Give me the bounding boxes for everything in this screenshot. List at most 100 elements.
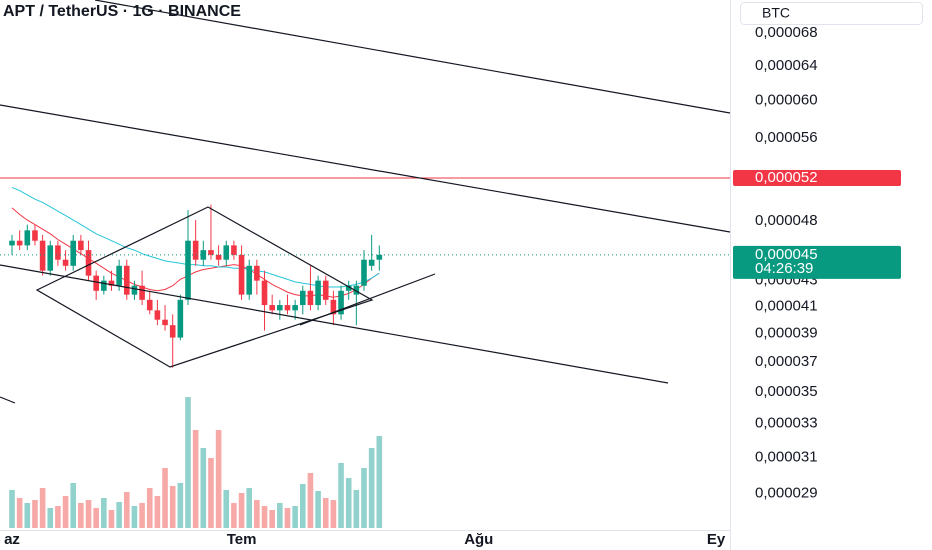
volume-bar [24,503,31,528]
volume-bar [277,503,283,528]
volume-bar [55,506,61,528]
alert-label-box [733,170,901,187]
candle-body [284,305,291,311]
candle-body [146,299,153,311]
candle-body [169,325,176,338]
volume-bar [299,484,306,528]
y-tick-label: 0,000035 [755,383,818,400]
volume-bar [353,490,360,528]
candle-body [353,285,360,295]
plot-area [0,177,730,528]
volume-bar [246,488,253,528]
volume-bar [85,500,92,528]
candle-body [200,250,207,260]
y-tick-label: 0,000039 [755,324,818,341]
volume-bar [315,491,321,528]
volume-bar [62,496,69,528]
candle-body [78,240,84,251]
y-tick-label: 0,000060 [755,92,818,109]
candle-body [139,285,145,300]
candle-body [108,280,115,286]
volume-bar [139,503,145,528]
alert-label: 0,000052 [755,169,818,186]
chart-title: APT / TetherUS · 1G · BINANCE [3,3,241,20]
candle-body [185,240,191,300]
candle-body [208,250,214,255]
volume-bar [116,502,122,528]
currency-label[interactable]: BTC [762,5,790,21]
volume-bar [39,488,46,528]
candle-body [9,240,15,246]
volume-bar [238,493,245,528]
volume-bar [330,500,337,528]
volume-bar [101,498,107,528]
candle-body [254,265,260,281]
candle-body [238,254,245,295]
candle-body [269,305,275,311]
candle-body [292,305,298,311]
candle-body [338,290,344,315]
trend-line [0,396,16,404]
candle-body [261,280,268,306]
y-tick-label: 0,000033 [755,415,818,432]
candle-body [85,250,92,276]
candle-body [62,259,69,266]
volume-bar [146,488,153,528]
volume-bar [223,490,230,528]
y-tick-label: 0,000029 [755,484,818,501]
candle-body [55,245,61,260]
candle-body [277,305,283,311]
volume-bar [284,508,291,528]
candle-body [39,240,46,271]
volume-bar [78,503,84,528]
volume-bar [307,473,314,528]
volume-bar [231,503,237,528]
candle-body [101,280,107,291]
candle-body [123,265,130,295]
volume-bar [108,510,115,528]
volume-bar [338,463,344,528]
diamond-pattern [35,206,374,368]
volume-bar [200,448,207,528]
volume-bar [185,397,191,528]
trend-line [0,104,731,233]
candle-body [246,265,253,295]
volume-bar [192,430,199,528]
volume-bar [93,508,99,528]
candle-body [24,230,31,246]
volume-bar [215,430,222,528]
volume-bar [292,506,298,528]
volume-bar [70,483,77,528]
candle-body [93,275,99,291]
candle-body [192,240,199,260]
volume-bar [345,478,352,528]
candle-body [299,290,306,306]
volume-bar [208,458,214,528]
volume-bar [376,436,383,528]
candle-body [322,280,329,300]
volume-bar [322,498,329,528]
volume-bar [162,468,168,528]
currency-button[interactable] [740,2,923,25]
volume-bar [154,496,161,528]
candle-body [162,319,168,326]
volume-bar [47,508,54,528]
candle-body [215,254,222,260]
drawings [0,0,731,404]
trend-line [299,273,436,326]
volume-bar [368,448,375,528]
volume-bar [9,490,15,528]
volume-bar [16,498,23,528]
candle-body [16,240,23,246]
candle-body [116,265,122,286]
y-tick-label: 0,000064 [755,57,818,74]
volume-bar [261,506,268,528]
trend-line [0,264,669,384]
y-tick-label: 0,000037 [755,353,818,370]
volume-bar [169,486,176,528]
candle-body [361,259,367,286]
candle-body [345,285,352,291]
candle-body [231,245,237,255]
